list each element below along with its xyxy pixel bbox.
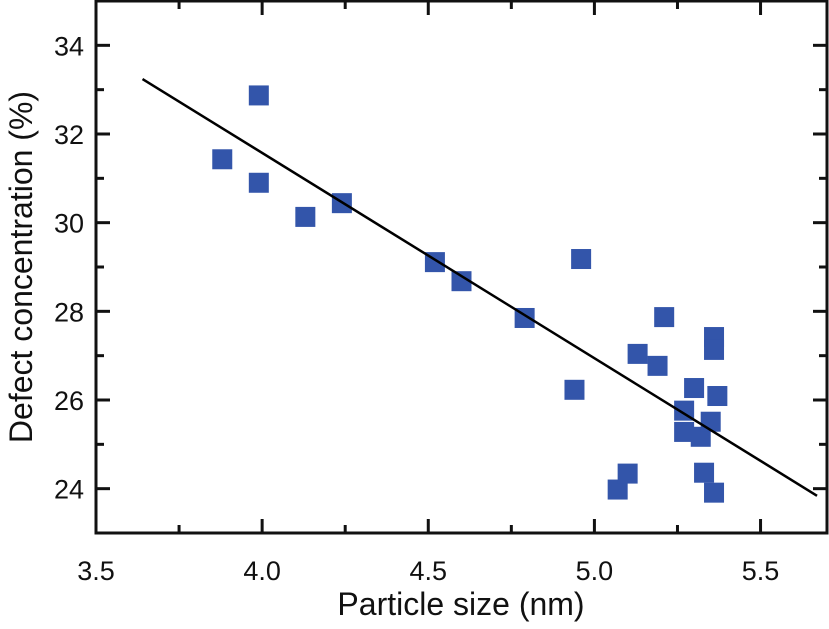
- data-point: [248, 172, 269, 193]
- data-point: [295, 206, 316, 227]
- y-tick-label: 26: [54, 386, 84, 416]
- fit-line: [141, 77, 818, 497]
- y-tick-label: 28: [54, 297, 84, 327]
- data-point: [704, 482, 725, 503]
- data-point: [707, 386, 728, 407]
- x-tick-label: 5.5: [742, 556, 780, 586]
- data-point: [704, 339, 725, 360]
- data-point: [571, 249, 592, 270]
- x-axis-title: Particle size (nm): [337, 586, 584, 622]
- x-tick-label: 4.0: [243, 556, 281, 586]
- data-point: [627, 343, 648, 364]
- axis-ticks: [94, 1, 827, 533]
- data-point: [212, 149, 233, 170]
- data-point: [647, 355, 668, 376]
- data-point: [654, 307, 675, 328]
- y-tick-labels: 24 26 28 30 32 34: [54, 31, 84, 504]
- data-point: [248, 85, 269, 106]
- data-point: [451, 271, 472, 292]
- data-point: [607, 479, 628, 500]
- y-tick-label: 24: [54, 475, 84, 505]
- data-point: [690, 426, 711, 447]
- x-tick-label: 3.5: [77, 556, 115, 586]
- data-point: [684, 378, 705, 399]
- y-axis-title: Defect concentration (%): [3, 91, 39, 443]
- plot-frame: [94, 0, 829, 535]
- chart-marks: [141, 77, 818, 503]
- x-tick-label: 5.0: [576, 556, 614, 586]
- data-point: [564, 379, 585, 400]
- data-point: [694, 462, 715, 483]
- data-point: [617, 463, 638, 484]
- x-tick-label: 4.5: [409, 556, 447, 586]
- y-tick-label: 34: [54, 31, 84, 61]
- y-tick-label: 32: [54, 120, 84, 150]
- y-tick-label: 30: [54, 209, 84, 239]
- x-tick-labels: 3.5 4.0 4.5 5.0 5.5: [77, 556, 779, 586]
- data-point: [674, 421, 695, 442]
